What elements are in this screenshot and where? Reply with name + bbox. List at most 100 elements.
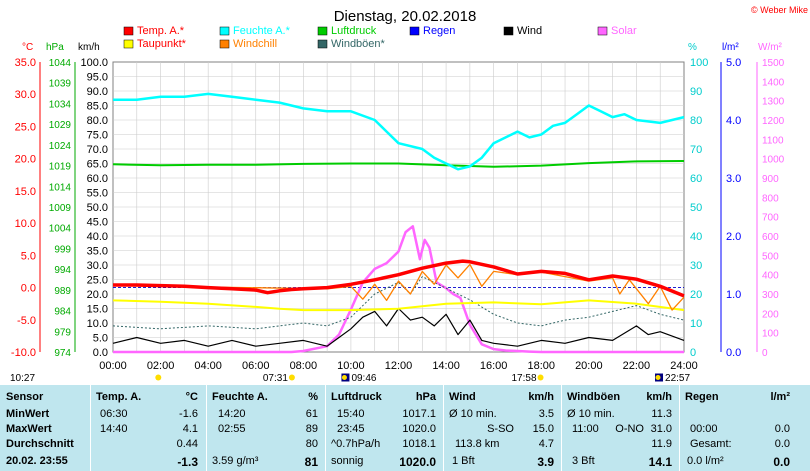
humidity-average: 80 <box>305 438 318 450</box>
wind-header: Wind <box>449 391 476 403</box>
pressure-tick-label: 989 <box>54 286 71 297</box>
rain-unit: l/m² <box>770 391 790 403</box>
rain-current: 0.0 <box>773 455 790 469</box>
wind-min-label: Ø 10 min. <box>449 408 497 420</box>
temp-min-time: 06:30 <box>100 408 128 420</box>
row-label-current: 20.02. 23:55 <box>6 455 68 467</box>
legend-swatch <box>123 26 134 36</box>
column-divider <box>443 385 444 471</box>
wind-tick-label: 35.0 <box>87 246 108 258</box>
solar-tick-label: 800 <box>762 193 779 204</box>
wind-tick-label: 10.0 <box>87 318 108 330</box>
solar-tick-label: 300 <box>762 290 779 301</box>
pressure-tick-label: 984 <box>54 307 71 318</box>
temp-axis-unit: °C <box>22 42 33 53</box>
wind-average: 4.7 <box>538 438 554 450</box>
time-tick-label: 10:00 <box>337 360 365 372</box>
series-line-taupunkt <box>112 299 685 312</box>
pressure-average: 1018.1 <box>402 438 436 450</box>
moonset-time: 10:27 <box>10 373 35 384</box>
legend-swatch <box>317 39 328 49</box>
weather-state: sonnig <box>331 455 364 467</box>
pressure-max: 1020.0 <box>402 423 436 435</box>
pressure-tick-label: 999 <box>54 244 71 255</box>
temp-max: 4.1 <box>182 423 198 435</box>
humidity-tick-label: 0 <box>690 347 696 359</box>
temp-max-time: 14:40 <box>100 423 128 435</box>
legend-swatch <box>409 26 420 36</box>
rain-tick-label: 2.0 <box>726 231 741 243</box>
time-tick-label: 20:00 <box>575 360 603 372</box>
legend-label: Temp. A.* <box>137 25 185 37</box>
pressure-tick-label: 1034 <box>49 99 72 110</box>
wind-tick-label: 30.0 <box>87 260 108 272</box>
wind-tick-label: 0.0 <box>93 347 108 359</box>
gust-unit: km/h <box>646 391 672 403</box>
wind-tick-label: 90.0 <box>87 86 108 98</box>
temp-tick-label: 20.0 <box>15 154 36 166</box>
humidity-tick-label: 100 <box>690 57 708 69</box>
sunrise-time: 07:31 <box>263 373 288 384</box>
time-tick-label: 16:00 <box>480 360 508 372</box>
row-label-max: MaxWert <box>6 423 52 435</box>
wind-tick-label: 60.0 <box>87 173 108 185</box>
wind-distance: 113.8 km <box>455 438 500 450</box>
time-tick-label: 18:00 <box>527 360 555 372</box>
temp-tick-label: 25.0 <box>15 121 36 133</box>
pressure-min-time: 15:40 <box>337 408 365 420</box>
chart-title: Dienstag, 20.02.2018 <box>334 8 477 25</box>
wind-tick-label: 100.0 <box>80 57 108 69</box>
humidity-tick-label: 10 <box>690 318 702 330</box>
column-divider <box>561 385 562 471</box>
series-line-windb-en <box>112 276 685 330</box>
solar-tick-label: 500 <box>762 251 779 262</box>
pressure-current: 1020.0 <box>399 455 436 469</box>
humidity-tick-label: 20 <box>690 289 702 301</box>
wind-tick-label: 80.0 <box>87 115 108 127</box>
temp-tick-label: 30.0 <box>15 89 36 101</box>
rain-tick-label: 1.0 <box>726 289 741 301</box>
wind-current: 3.9 <box>537 455 554 469</box>
gust-min-label: Ø 10 min. <box>567 408 615 420</box>
humidity-min-time: 14:20 <box>218 408 246 420</box>
column-divider <box>325 385 326 471</box>
time-tick-label: 14:00 <box>432 360 460 372</box>
temp-tick-label: 35.0 <box>15 57 36 69</box>
humidity-tick-label: 40 <box>690 231 702 243</box>
wind-tick-label: 25.0 <box>87 275 108 287</box>
rain-axis-unit: l/m² <box>722 42 739 53</box>
rain-tick-label: 0.0 <box>726 347 741 359</box>
pressure-tick-label: 1019 <box>49 162 72 173</box>
legend-swatch <box>317 26 328 36</box>
series-line-luftdruck <box>112 160 685 168</box>
row-label-average: Durchschnitt <box>6 438 74 450</box>
pressure-header: Luftdruck <box>331 391 382 403</box>
gust-max: 31.0 <box>650 423 672 435</box>
wind-min: 3.5 <box>538 408 554 420</box>
humidity-current: 81 <box>304 455 318 469</box>
temp-tick-label: 5.0 <box>21 250 36 262</box>
humidity-max-time: 02:55 <box>218 423 246 435</box>
pressure-tick-label: 974 <box>54 348 71 359</box>
humidity-tick-label: 50 <box>690 202 702 214</box>
solar-tick-label: 1100 <box>762 135 784 146</box>
gust-header: Windböen <box>567 391 621 403</box>
rain-tick-label: 4.0 <box>726 115 741 127</box>
wind-tick-label: 45.0 <box>87 217 108 229</box>
gust-min: 11.3 <box>651 408 672 420</box>
column-divider <box>206 385 207 471</box>
legend-swatch <box>503 26 514 36</box>
pressure-tick-label: 1009 <box>49 203 72 214</box>
pressure-trend: ^0.7hPa/h <box>331 438 381 450</box>
wind-tick-label: 15.0 <box>87 304 108 316</box>
wind-tick-label: 20.0 <box>87 289 108 301</box>
pressure-axis-unit: hPa <box>46 42 64 53</box>
humidity-axis-unit: % <box>688 42 697 53</box>
weather-chart: Dienstag, 20.02.2018 © Weber Mike Temp. A.… <box>10 5 808 384</box>
temp-min: -1.6 <box>179 408 198 420</box>
sun-icon <box>155 374 162 381</box>
temp-header: Temp. A. <box>96 391 142 403</box>
temp-current: -1.3 <box>177 455 198 469</box>
humidity-tick-label: 80 <box>690 115 702 127</box>
rain-total-label: Gesamt: <box>690 438 732 450</box>
